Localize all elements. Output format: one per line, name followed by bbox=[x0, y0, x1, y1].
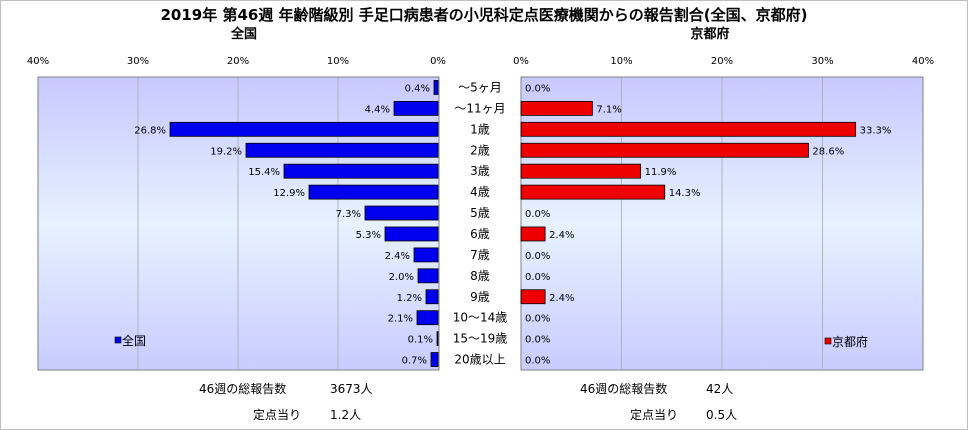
national-per-site-value: 1.2人 bbox=[330, 408, 361, 422]
age-category-label: 10～14歳 bbox=[453, 311, 508, 325]
national-value-label: 1.2% bbox=[397, 293, 422, 304]
kyoto-total-label: 46週の総報告数 bbox=[580, 381, 667, 396]
left-x-tick-label: 0% bbox=[430, 56, 446, 67]
right-x-tick-label: 40% bbox=[912, 56, 934, 67]
kyoto-per-site-value: 0.5人 bbox=[706, 408, 737, 422]
age-category-label: 2歳 bbox=[470, 143, 490, 157]
kyoto-value-label: 0.0% bbox=[525, 272, 550, 283]
chart-title: 2019年 第46週 年齢階級別 手足口病患者の小児科定点医療機関からの報告割合… bbox=[160, 6, 807, 24]
kyoto-bar bbox=[520, 142, 809, 158]
age-category-label: 15～19歳 bbox=[453, 332, 508, 346]
kyoto-value-label: 11.9% bbox=[645, 167, 677, 178]
national-bar bbox=[436, 331, 439, 347]
national-bar bbox=[416, 310, 439, 326]
kyoto-value-label: 0.0% bbox=[525, 335, 550, 346]
kyoto-bar bbox=[520, 184, 666, 200]
kyoto-value-label: 7.1% bbox=[596, 104, 621, 115]
right-x-tick-label: 30% bbox=[811, 56, 833, 67]
kyoto-bar bbox=[520, 121, 857, 137]
legend-swatch-kyoto bbox=[824, 337, 832, 345]
left-x-tick-label: 30% bbox=[127, 56, 149, 67]
legend-kyoto: 京都府 bbox=[832, 334, 868, 349]
national-value-label: 19.2% bbox=[210, 146, 242, 157]
right-chart-subtitle: 京都府 bbox=[690, 26, 729, 42]
kyoto-bar bbox=[520, 163, 641, 179]
age-category-label: 8歳 bbox=[470, 269, 490, 283]
national-value-label: 26.8% bbox=[134, 125, 166, 136]
age-category-label: 3歳 bbox=[470, 164, 490, 178]
national-bar bbox=[384, 226, 439, 242]
legend-national: 全国 bbox=[122, 333, 146, 348]
right-x-tick-label: 20% bbox=[711, 56, 733, 67]
kyoto-bar bbox=[520, 100, 593, 116]
left-x-tick-label: 40% bbox=[27, 56, 49, 67]
national-total-value: 3673人 bbox=[330, 382, 373, 396]
age-category-label: 7歳 bbox=[470, 248, 490, 262]
national-bar bbox=[413, 247, 439, 263]
national-total-label: 46週の総報告数 bbox=[199, 381, 286, 396]
age-category-label: 20歳以上 bbox=[454, 353, 505, 367]
national-value-label: 5.3% bbox=[356, 230, 381, 241]
national-bar bbox=[433, 80, 439, 95]
national-bar bbox=[245, 142, 439, 158]
national-value-label: 2.4% bbox=[385, 251, 410, 262]
age-category-label: 9歳 bbox=[470, 290, 490, 304]
national-value-label: 7.3% bbox=[336, 209, 361, 220]
national-value-label: 2.0% bbox=[389, 272, 414, 283]
national-bar bbox=[430, 352, 439, 367]
national-bar bbox=[393, 100, 439, 116]
kyoto-bar bbox=[520, 226, 546, 242]
national-bar bbox=[425, 289, 439, 305]
age-category-label: ～5ヶ月 bbox=[458, 80, 502, 94]
kyoto-total-value: 42人 bbox=[706, 382, 733, 396]
national-value-label: 12.9% bbox=[273, 188, 305, 199]
national-bar bbox=[417, 268, 439, 284]
national-value-label: 0.7% bbox=[402, 356, 427, 367]
left-x-tick-label: 20% bbox=[227, 56, 249, 67]
kyoto-value-label: 0.0% bbox=[525, 356, 550, 367]
age-category-label: 4歳 bbox=[470, 185, 490, 199]
age-category-label: ～11ヶ月 bbox=[454, 101, 505, 115]
kyoto-value-label: 0.0% bbox=[525, 251, 550, 262]
kyoto-value-label: 0.0% bbox=[525, 83, 550, 94]
age-category-label: 1歳 bbox=[470, 122, 490, 136]
national-value-label: 4.4% bbox=[365, 104, 390, 115]
kyoto-value-label: 14.3% bbox=[669, 188, 701, 199]
kyoto-value-label: 0.0% bbox=[525, 314, 550, 325]
right-x-tick-label: 10% bbox=[610, 56, 632, 67]
kyoto-value-label: 2.4% bbox=[549, 230, 574, 241]
national-bar bbox=[169, 121, 439, 137]
age-category-label: 5歳 bbox=[470, 206, 490, 220]
national-value-label: 15.4% bbox=[248, 167, 280, 178]
national-value-label: 0.1% bbox=[408, 335, 433, 346]
kyoto-per-site-label: 定点当り bbox=[630, 407, 678, 422]
left-x-tick-label: 10% bbox=[327, 56, 349, 67]
national-value-label: 0.4% bbox=[405, 83, 430, 94]
legend-swatch-national bbox=[114, 336, 122, 344]
kyoto-value-label: 0.0% bbox=[525, 209, 550, 220]
left-chart-subtitle: 全国 bbox=[230, 26, 257, 42]
national-bar bbox=[364, 205, 439, 221]
kyoto-value-label: 2.4% bbox=[549, 293, 574, 304]
age-category-label: 6歳 bbox=[470, 227, 490, 241]
kyoto-bar bbox=[520, 289, 546, 305]
national-bar bbox=[283, 163, 439, 179]
national-value-label: 2.1% bbox=[388, 314, 413, 325]
kyoto-value-label: 28.6% bbox=[812, 146, 844, 157]
kyoto-value-label: 33.3% bbox=[860, 125, 892, 136]
left-plot-area bbox=[37, 76, 440, 371]
national-bar bbox=[308, 184, 439, 200]
national-per-site-label: 定点当り bbox=[253, 407, 301, 422]
right-x-tick-label: 0% bbox=[513, 56, 529, 67]
